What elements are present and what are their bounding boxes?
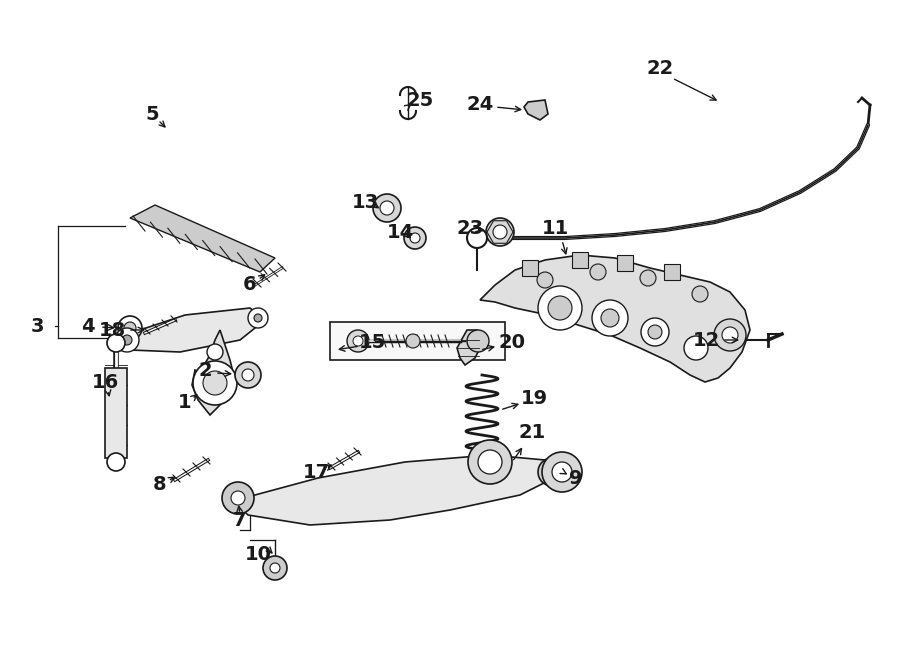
Circle shape bbox=[722, 327, 738, 343]
Polygon shape bbox=[480, 255, 750, 382]
Circle shape bbox=[692, 286, 708, 302]
Text: 16: 16 bbox=[92, 373, 119, 391]
Circle shape bbox=[601, 309, 619, 327]
Text: 7: 7 bbox=[233, 510, 247, 529]
Circle shape bbox=[552, 462, 572, 482]
Circle shape bbox=[207, 344, 223, 360]
Circle shape bbox=[347, 330, 369, 352]
Text: 23: 23 bbox=[456, 219, 483, 237]
Circle shape bbox=[538, 458, 566, 486]
Circle shape bbox=[118, 316, 142, 340]
Circle shape bbox=[107, 453, 125, 471]
Text: 2: 2 bbox=[198, 362, 212, 381]
Circle shape bbox=[242, 369, 254, 381]
Circle shape bbox=[486, 218, 514, 246]
Text: 13: 13 bbox=[351, 192, 379, 212]
Text: 6: 6 bbox=[243, 276, 256, 295]
Circle shape bbox=[542, 452, 582, 492]
Polygon shape bbox=[230, 455, 560, 525]
Text: 12: 12 bbox=[692, 330, 720, 350]
Circle shape bbox=[641, 318, 669, 346]
Text: 9: 9 bbox=[569, 469, 583, 488]
Bar bbox=[522, 260, 538, 276]
Circle shape bbox=[254, 314, 262, 322]
Circle shape bbox=[107, 334, 125, 352]
Circle shape bbox=[222, 482, 254, 514]
Circle shape bbox=[590, 264, 606, 280]
Circle shape bbox=[537, 272, 553, 288]
Text: 1: 1 bbox=[178, 393, 192, 412]
Circle shape bbox=[406, 334, 420, 348]
Text: 21: 21 bbox=[518, 422, 545, 442]
Circle shape bbox=[248, 308, 268, 328]
Circle shape bbox=[538, 286, 582, 330]
Circle shape bbox=[592, 300, 628, 336]
Circle shape bbox=[684, 336, 708, 360]
Circle shape bbox=[380, 201, 394, 215]
Circle shape bbox=[353, 336, 363, 346]
Bar bbox=[572, 252, 588, 268]
Text: 17: 17 bbox=[302, 463, 329, 481]
Circle shape bbox=[124, 322, 136, 334]
Text: 11: 11 bbox=[542, 219, 569, 237]
Polygon shape bbox=[192, 330, 235, 415]
Polygon shape bbox=[130, 205, 275, 272]
Circle shape bbox=[468, 440, 512, 484]
Text: 3: 3 bbox=[31, 317, 44, 336]
Polygon shape bbox=[524, 100, 548, 120]
Circle shape bbox=[467, 330, 489, 352]
Circle shape bbox=[640, 270, 656, 286]
Circle shape bbox=[467, 228, 487, 248]
Text: 8: 8 bbox=[153, 475, 166, 494]
Circle shape bbox=[548, 296, 572, 320]
Bar bbox=[617, 255, 633, 271]
Polygon shape bbox=[120, 308, 265, 352]
Text: 4: 4 bbox=[81, 317, 94, 336]
Circle shape bbox=[493, 225, 507, 239]
Text: 5: 5 bbox=[145, 106, 158, 124]
Circle shape bbox=[263, 556, 287, 580]
Bar bbox=[330, 322, 505, 360]
Circle shape bbox=[203, 371, 227, 395]
Text: 10: 10 bbox=[245, 545, 272, 564]
Bar bbox=[105, 368, 127, 458]
Polygon shape bbox=[457, 330, 480, 365]
Circle shape bbox=[193, 361, 237, 405]
Text: 25: 25 bbox=[407, 91, 434, 110]
Text: 14: 14 bbox=[386, 223, 414, 243]
Circle shape bbox=[714, 319, 746, 351]
Text: 22: 22 bbox=[646, 59, 673, 77]
Circle shape bbox=[648, 325, 662, 339]
Circle shape bbox=[404, 227, 426, 249]
Circle shape bbox=[373, 194, 401, 222]
Circle shape bbox=[115, 328, 139, 352]
Text: 20: 20 bbox=[499, 334, 526, 352]
Polygon shape bbox=[487, 221, 513, 243]
Text: 15: 15 bbox=[358, 332, 385, 352]
Text: 24: 24 bbox=[466, 95, 493, 114]
Bar bbox=[664, 264, 680, 280]
Circle shape bbox=[235, 362, 261, 388]
Text: 19: 19 bbox=[520, 389, 547, 407]
Circle shape bbox=[270, 563, 280, 573]
Circle shape bbox=[122, 335, 132, 345]
Circle shape bbox=[231, 491, 245, 505]
Text: 18: 18 bbox=[98, 321, 126, 340]
Circle shape bbox=[410, 233, 420, 243]
Circle shape bbox=[478, 450, 502, 474]
